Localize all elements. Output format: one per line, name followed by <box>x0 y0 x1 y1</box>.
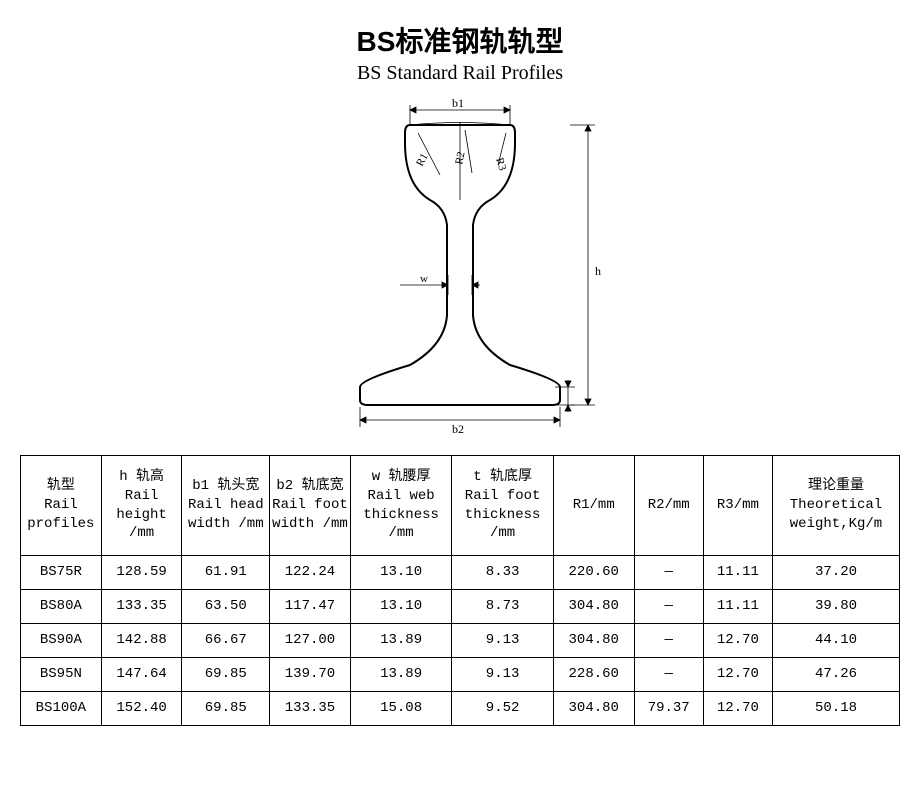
table-cell: 15.08 <box>350 692 452 726</box>
table-cell: 44.10 <box>773 624 900 658</box>
table-cell: 139.70 <box>270 658 351 692</box>
table-cell: 228.60 <box>553 658 634 692</box>
table-cell: 69.85 <box>182 658 270 692</box>
table-cell: 50.18 <box>773 692 900 726</box>
table-cell: 63.50 <box>182 590 270 624</box>
table-cell: 147.64 <box>101 658 182 692</box>
table-cell: 8.73 <box>452 590 554 624</box>
table-cell: 122.24 <box>270 556 351 590</box>
table-cell: 13.10 <box>350 556 452 590</box>
table-cell: 61.91 <box>182 556 270 590</box>
dim-label-r2: R2 <box>453 151 467 166</box>
table-cell: 12.70 <box>703 624 772 658</box>
col-header: w 轨腰厚Rail web thickness /mm <box>350 456 452 556</box>
table-cell: 11.11 <box>703 556 772 590</box>
table-cell: 79.37 <box>634 692 703 726</box>
table-cell: 12.70 <box>703 658 772 692</box>
table-cell: 9.13 <box>452 658 554 692</box>
table-cell: 13.89 <box>350 658 452 692</box>
col-header: h 轨高Rail height /mm <box>101 456 182 556</box>
table-cell: 128.59 <box>101 556 182 590</box>
table-cell: 142.88 <box>101 624 182 658</box>
title-block: BS标准钢轨轨型 BS Standard Rail Profiles <box>20 20 900 85</box>
table-cell: 117.47 <box>270 590 351 624</box>
table-header: 轨型Rail profilesh 轨高Rail height /mmb1 轨头宽… <box>21 456 900 556</box>
title-cn-prefix: BS <box>357 26 396 57</box>
table-cell: 304.80 <box>553 624 634 658</box>
table-cell: 13.10 <box>350 590 452 624</box>
dim-label-r3: R3 <box>493 156 509 172</box>
col-header: R1/mm <box>553 456 634 556</box>
table-row: BS95N147.6469.85139.7013.899.13228.60—12… <box>21 658 900 692</box>
rail-profile-diagram: b1 h b2 <box>20 95 900 435</box>
title-cn-rest: 标准钢轨轨型 <box>395 26 563 57</box>
table-cell: 8.33 <box>452 556 554 590</box>
table-cell: — <box>634 624 703 658</box>
dim-label-h: h <box>595 264 601 278</box>
table-cell: — <box>634 590 703 624</box>
table-cell: — <box>634 658 703 692</box>
table-row: BS80A133.3563.50117.4713.108.73304.80—11… <box>21 590 900 624</box>
table-cell: BS100A <box>21 692 102 726</box>
col-header: 轨型Rail profiles <box>21 456 102 556</box>
col-header: R2/mm <box>634 456 703 556</box>
table-cell: 220.60 <box>553 556 634 590</box>
table-cell: 9.13 <box>452 624 554 658</box>
title-cn: BS标准钢轨轨型 <box>20 20 900 60</box>
table-row: BS100A152.4069.85133.3515.089.52304.8079… <box>21 692 900 726</box>
table-cell: 13.89 <box>350 624 452 658</box>
table-cell: 127.00 <box>270 624 351 658</box>
table-cell: 133.35 <box>270 692 351 726</box>
rail-cross-section-svg: b1 h b2 <box>300 95 620 435</box>
title-en: BS Standard Rail Profiles <box>20 62 900 85</box>
dim-label-b2: b2 <box>452 422 464 435</box>
col-header: R3/mm <box>703 456 772 556</box>
table-cell: 69.85 <box>182 692 270 726</box>
table-cell: 11.11 <box>703 590 772 624</box>
table-cell: BS95N <box>21 658 102 692</box>
table-cell: 304.80 <box>553 590 634 624</box>
table-cell: 12.70 <box>703 692 772 726</box>
table-cell: 47.26 <box>773 658 900 692</box>
table-cell: 133.35 <box>101 590 182 624</box>
rail-profiles-table: 轨型Rail profilesh 轨高Rail height /mmb1 轨头宽… <box>20 455 900 726</box>
table-body: BS75R128.5961.91122.2413.108.33220.60—11… <box>21 556 900 726</box>
table-cell: BS80A <box>21 590 102 624</box>
table-cell: 152.40 <box>101 692 182 726</box>
table-row: BS90A142.8866.67127.0013.899.13304.80—12… <box>21 624 900 658</box>
table-cell: BS90A <box>21 624 102 658</box>
col-header: b2 轨底宽Rail foot width /mm <box>270 456 351 556</box>
table-cell: — <box>634 556 703 590</box>
col-header: t 轨底厚Rail foot thickness /mm <box>452 456 554 556</box>
table-cell: 37.20 <box>773 556 900 590</box>
table-cell: 304.80 <box>553 692 634 726</box>
col-header: 理论重量Theoretical weight,Kg/m <box>773 456 900 556</box>
table-cell: 66.67 <box>182 624 270 658</box>
dim-label-w: w <box>420 273 428 285</box>
table-cell: 39.80 <box>773 590 900 624</box>
table-row: BS75R128.5961.91122.2413.108.33220.60—11… <box>21 556 900 590</box>
col-header: b1 轨头宽Rail head width /mm <box>182 456 270 556</box>
dim-label-b1: b1 <box>452 96 464 110</box>
table-cell: 9.52 <box>452 692 554 726</box>
dim-label-r1: R1 <box>414 151 431 168</box>
table-cell: BS75R <box>21 556 102 590</box>
